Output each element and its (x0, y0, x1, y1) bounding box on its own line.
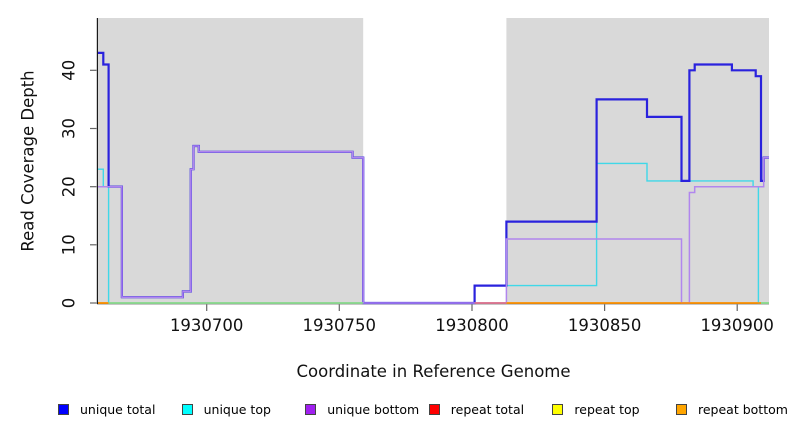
legend-label: repeat bottom (698, 401, 788, 417)
x-tick-label: 1930750 (303, 316, 377, 335)
shaded-region (98, 18, 364, 303)
shaded-region (506, 18, 769, 303)
x-tick-label: 1930800 (435, 316, 509, 335)
legend: unique total unique top unique bottom repea… (0, 401, 792, 421)
y-tick-label: 40 (60, 60, 79, 81)
legend-item-repeat-bottom: repeat bottom (676, 401, 788, 417)
legend-label: unique top (203, 401, 271, 417)
legend-label: unique bottom (327, 401, 420, 417)
legend-swatch-repeat-top (552, 403, 564, 415)
legend-label: unique total (80, 401, 156, 417)
legend-item-unique-top: unique top (181, 401, 271, 417)
x-axis-ticks (206, 304, 738, 311)
legend-label: repeat total (450, 401, 525, 417)
legend-swatch-repeat-bottom (676, 403, 687, 415)
legend-swatch-unique-total (58, 403, 69, 415)
legend-item-unique-total: unique total (58, 401, 155, 417)
x-axis-label: Coordinate in Reference Genome (296, 362, 571, 381)
y-axis-ticks (90, 69, 97, 304)
legend-item-repeat-top: repeat top (552, 401, 640, 417)
legend-label: repeat top (574, 401, 640, 417)
y-tick-label: 0 (60, 298, 79, 309)
legend-swatch-unique-top (181, 403, 193, 415)
y-tick-label: 30 (60, 118, 79, 139)
y-tick-label: 20 (60, 176, 79, 197)
legend-swatch-repeat-total (428, 403, 440, 415)
series-unique-bottom (98, 145, 769, 304)
y-tick-label: 10 (60, 234, 79, 255)
x-tick-label: 1930850 (568, 316, 642, 335)
y-axis-label: Read Coverage Depth (18, 70, 38, 252)
coverage-plot: 1930700 1930750 1930800 1930850 1930900 0 10 20… (60, 18, 774, 335)
x-tick-label: 1930700 (170, 316, 244, 335)
legend-item-unique-bottom: unique bottom (305, 401, 419, 417)
legend-swatch-unique-bottom (305, 403, 317, 415)
legend-item-repeat-total: repeat total (428, 401, 525, 417)
x-tick-label: 1930900 (700, 316, 774, 335)
